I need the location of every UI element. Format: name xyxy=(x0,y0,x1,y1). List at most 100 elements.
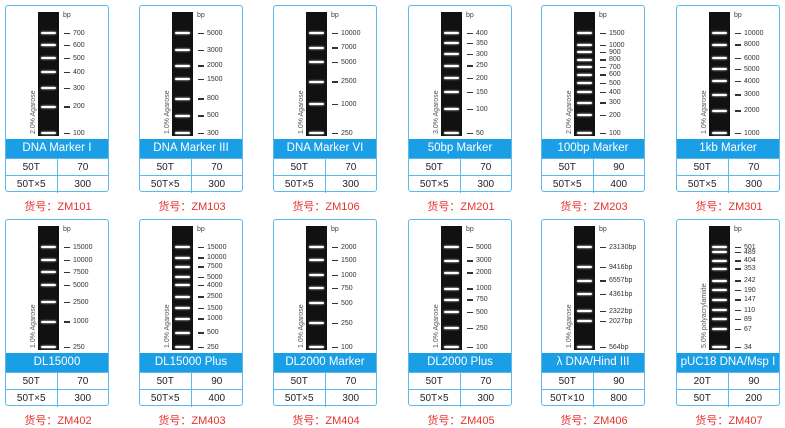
marker-size-label: 250 xyxy=(341,129,353,137)
marker-size-label: 300 xyxy=(207,129,219,137)
product-card[interactable]: bp 3.0% Agarose 400 350 300 250 200 150 100 50 50b… xyxy=(408,5,512,193)
marker-size-label: 250 xyxy=(73,343,85,351)
marker-size-label: 150 xyxy=(476,88,488,96)
marker-tick xyxy=(64,57,70,60)
marker-size-label: 500 xyxy=(207,329,219,337)
gel-band xyxy=(712,80,727,83)
marker-size-label: 1500 xyxy=(207,304,223,312)
marker-size-label: 400 xyxy=(476,29,488,37)
price: 70 xyxy=(480,162,492,173)
gel-band xyxy=(444,77,459,80)
catalog-number: 货号：ZM203 xyxy=(560,201,628,213)
pack-size: 50T×5 xyxy=(274,176,326,193)
spec-row: 50T 70 xyxy=(6,158,108,176)
gel-image: bp 1.0% Agarose 5000 3000 2000 1500 800 500 300 xyxy=(140,6,242,139)
unit-label: bp xyxy=(63,226,71,233)
marker-size-label: 1000 xyxy=(744,129,760,137)
gel-band xyxy=(41,105,56,108)
marker-tick xyxy=(467,42,473,45)
marker-tick xyxy=(735,110,741,112)
price: 300 xyxy=(477,393,495,404)
product-card[interactable]: bp 1.0% Agarose 10000 8000 6000 5000 4000 3000 2… xyxy=(676,5,780,193)
spec-row: 50T 70 xyxy=(140,158,242,176)
product-card[interactable]: bp 1.0% Agarose 5000 3000 2000 1500 800 500 300 D… xyxy=(139,5,243,193)
gel-band xyxy=(41,71,56,74)
gel-concentration: 1.0% Agarose xyxy=(433,304,440,348)
gel-band xyxy=(175,132,190,134)
unit-label: bp xyxy=(599,12,607,19)
product-card[interactable]: bp 1.0% Agarose 23130bp 9416bp 6557bp 4361bp 2… xyxy=(541,219,645,407)
pack-size: 50T×5 xyxy=(140,176,192,193)
price: 70 xyxy=(748,162,760,173)
gel-band xyxy=(577,293,592,296)
marker-tick xyxy=(467,311,473,314)
marker-tick xyxy=(198,257,204,259)
gel-band xyxy=(41,271,56,274)
marker-size-label: 15000 xyxy=(73,243,93,251)
gel-band xyxy=(41,57,56,60)
product-card[interactable]: bp 5.0% polyacrylamide 501 489 404 353 242 190 1… xyxy=(676,219,780,407)
product-title: DNA Marker Ⅰ xyxy=(6,139,108,158)
marker-size-label: 100 xyxy=(73,129,85,137)
price: 70 xyxy=(77,162,89,173)
marker-size-label: 6557bp xyxy=(609,277,633,285)
gel-band xyxy=(309,246,324,248)
marker-tick xyxy=(600,114,606,117)
marker-size-label: 89 xyxy=(744,315,752,323)
gel-concentration: 3.0% Agarose xyxy=(433,90,440,134)
product-card[interactable]: bp 1.0% Agarose 5000 3000 2000 1000 750 500 250 1… xyxy=(408,219,512,407)
marker-size-label: 400 xyxy=(609,88,621,96)
marker-tick xyxy=(467,327,473,330)
price: 70 xyxy=(345,376,357,387)
gel-band xyxy=(175,97,190,100)
product-card[interactable]: bp 1.0% Agarose 15000 10000 7500 5000 4000 2500… xyxy=(139,219,243,407)
price: 90 xyxy=(211,376,223,387)
gel-concentration: 5.0% polyacrylamide xyxy=(701,283,708,348)
marker-size-label: 4361bp xyxy=(609,290,633,298)
marker-size-label: 50 xyxy=(476,129,484,137)
gel-band xyxy=(444,246,459,248)
gel-concentration: 1.0% Agarose xyxy=(298,304,305,348)
marker-size-label: 6000 xyxy=(744,54,760,62)
gel-band xyxy=(444,271,459,274)
marker-tick xyxy=(64,259,70,262)
gel-band xyxy=(309,302,324,305)
marker-size-label: 5000 xyxy=(207,29,223,37)
gel-band xyxy=(577,132,592,134)
marker-size-label: 7000 xyxy=(341,44,357,52)
marker-size-label: 2000 xyxy=(341,243,357,251)
product-card[interactable]: bp 1.0% Agarose 15000 10000 7500 5000 2500 1000… xyxy=(5,219,109,407)
marker-size-label: 489 xyxy=(744,248,756,256)
marker-size-label: 7500 xyxy=(207,263,223,271)
gel-image: bp 2.0% Agarose 1500 1000 900 800 700 600 500 400… xyxy=(542,6,644,139)
marker-tick xyxy=(332,274,338,277)
marker-tick xyxy=(467,32,473,34)
gel-band xyxy=(175,276,190,279)
product-title: 1kb Marker xyxy=(677,139,779,158)
marker-size-label: 10000 xyxy=(341,29,361,37)
product-card[interactable]: bp 2.0% Agarose 700 600 500 400 300 200 100 DNA M… xyxy=(5,5,109,193)
gel-band xyxy=(41,246,56,248)
gel-image: bp 5.0% polyacrylamide 501 489 404 353 242 190 1… xyxy=(677,220,779,353)
marker-size-label: 5000 xyxy=(744,65,760,73)
marker-tick xyxy=(600,82,606,85)
product-card[interactable]: bp 2.0% Agarose 1500 1000 900 800 700 600 500 400… xyxy=(541,5,645,193)
gel-band xyxy=(444,287,459,290)
marker-size-label: 190 xyxy=(744,286,756,294)
marker-size-label: 100 xyxy=(476,105,488,113)
product-title: 100bp Marker xyxy=(542,139,644,158)
marker-tick xyxy=(64,346,70,348)
gel-band xyxy=(309,259,324,262)
marker-tick xyxy=(735,251,741,254)
product-title: DL2000 Plus xyxy=(409,353,511,372)
product-card[interactable]: bp 1.0% Agarose 10000 7000 5000 2500 1000 250 DN… xyxy=(273,5,377,193)
pack-size: 50T xyxy=(274,373,326,390)
product-card[interactable]: bp 1.0% Agarose 2000 1500 1000 750 500 250 100 DL… xyxy=(273,219,377,407)
spec-row: 50T 70 xyxy=(274,372,376,390)
unit-label: bp xyxy=(331,226,339,233)
spec-row: 50T×5 300 xyxy=(409,389,511,407)
gel-band xyxy=(712,251,727,254)
marker-tick xyxy=(332,81,338,83)
gel-band xyxy=(175,256,190,259)
marker-size-label: 10000 xyxy=(744,29,764,37)
